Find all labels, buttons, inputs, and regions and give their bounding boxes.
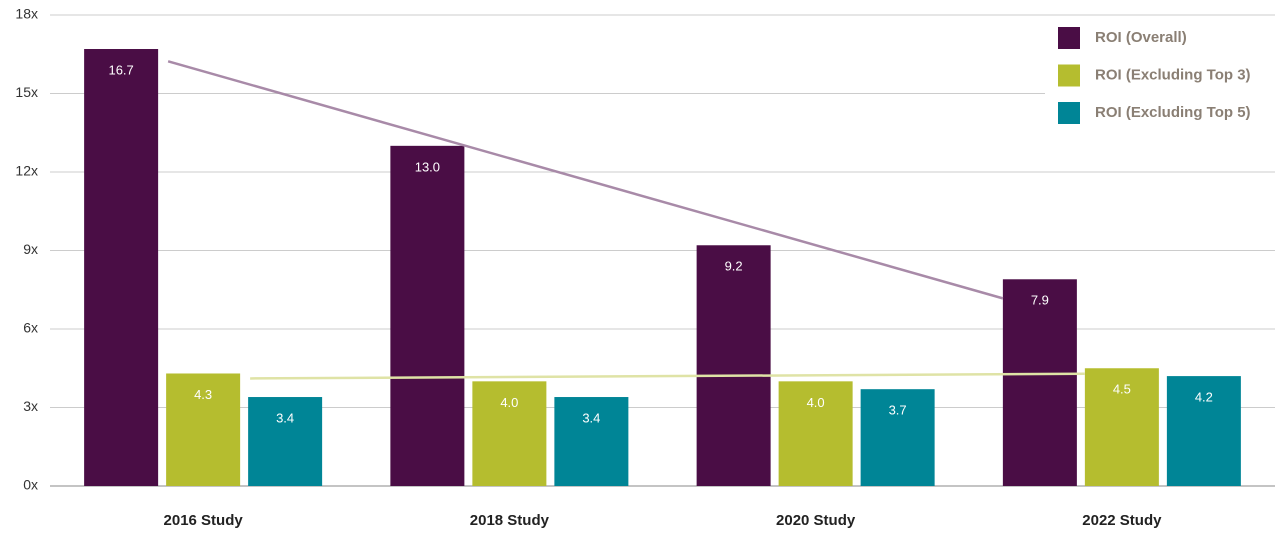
- legend-label: ROI (Overall): [1095, 29, 1187, 46]
- legend-swatch: [1058, 27, 1080, 49]
- y-tick-label: 6x: [23, 320, 38, 336]
- bar: [390, 145, 465, 487]
- bar: [860, 389, 935, 486]
- value-label: 7.9: [1031, 293, 1049, 308]
- y-tick-label: 18x: [15, 6, 38, 22]
- bar: [166, 373, 241, 486]
- value-label: 4.2: [1195, 390, 1213, 405]
- bar: [554, 397, 629, 486]
- y-tick-label: 3x: [23, 398, 38, 414]
- bar: [84, 49, 159, 487]
- bar: [1002, 279, 1077, 486]
- value-label: 3.4: [582, 410, 600, 425]
- bar: [248, 397, 323, 486]
- value-label: 4.0: [500, 395, 518, 410]
- value-label: 4.3: [194, 387, 212, 402]
- value-label: 4.0: [807, 395, 825, 410]
- trend-line: [250, 372, 1085, 380]
- value-label: 3.4: [276, 410, 294, 425]
- legend-swatch: [1058, 64, 1080, 87]
- legend-label: ROI (Excluding Top 3): [1095, 66, 1251, 83]
- value-label: 13.0: [415, 159, 440, 174]
- value-label: 4.5: [1113, 382, 1131, 397]
- bar: [1084, 368, 1159, 486]
- y-tick-label: 0x: [23, 477, 38, 493]
- value-label: 9.2: [725, 259, 743, 274]
- y-tick-label: 9x: [23, 241, 38, 257]
- x-tick-label: 2022 Study: [1082, 512, 1162, 529]
- x-tick-label: 2018 Study: [470, 512, 550, 529]
- x-tick-label: 2016 Study: [164, 512, 244, 529]
- legend-swatch: [1058, 102, 1080, 124]
- legend-background: [1045, 20, 1283, 132]
- bar: [472, 381, 547, 486]
- y-tick-label: 15x: [15, 84, 38, 100]
- legend-label: ROI (Excluding Top 5): [1095, 104, 1251, 121]
- value-label: 3.7: [889, 403, 907, 418]
- x-tick-label: 2020 Study: [776, 512, 856, 529]
- bar: [696, 245, 771, 486]
- value-label: 16.7: [108, 62, 133, 77]
- y-tick-label: 12x: [15, 163, 38, 179]
- trend-line: [167, 60, 1004, 300]
- bar: [778, 381, 853, 486]
- bar: [1166, 376, 1241, 486]
